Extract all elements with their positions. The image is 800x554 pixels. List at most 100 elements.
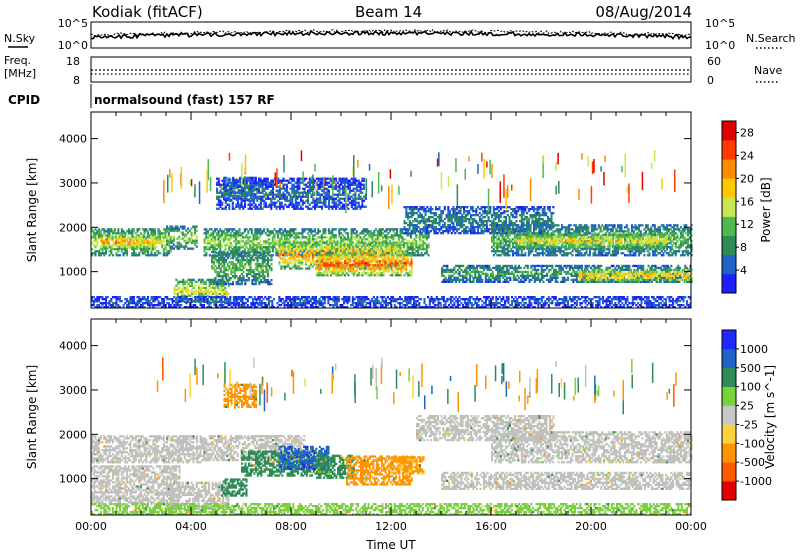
ytick-label: 3000 <box>59 384 87 397</box>
power-region-10 <box>403 206 555 235</box>
colorbar-swatch <box>722 405 736 425</box>
nsky-label: N.Sky <box>4 32 36 45</box>
power-region-1 <box>101 235 158 250</box>
xtick-label: 08:00 <box>275 520 307 533</box>
noise-tick-right-top: 10^5 <box>705 17 735 30</box>
colorbar-swatch <box>722 273 736 294</box>
colorbar-tick-label: 12 <box>740 218 754 231</box>
ytick-label: 4000 <box>59 340 87 353</box>
velocity-scatter <box>91 357 693 516</box>
xtick-label: 16:00 <box>475 520 507 533</box>
nave-tick-top: 60 <box>707 55 721 68</box>
colorbar-tick-label: 100 <box>740 381 761 394</box>
velocity-region-8 <box>391 456 425 475</box>
colorbar-swatch <box>722 254 736 275</box>
xtick-label: 20:00 <box>575 520 607 533</box>
colorbar-swatch <box>722 178 736 198</box>
colorbar-tick-label: 4 <box>740 264 747 277</box>
colorbar-swatch <box>722 216 736 237</box>
colorbar-swatch <box>722 424 736 444</box>
power-colorbar-label: Power [dB] <box>759 177 773 242</box>
noise-tick-right-bottom: 10^0 <box>705 39 735 52</box>
power-colorbar: 4 8 12 16 20 24 28 <box>721 120 754 294</box>
time-axis-label: Time UT <box>365 538 416 552</box>
colorbar-swatch <box>722 481 736 501</box>
power-region-12 <box>516 233 667 250</box>
velocity-region-10 <box>223 383 258 408</box>
power-scatter <box>91 150 693 309</box>
colorbar-tick-label: 16 <box>740 195 754 208</box>
colorbar-swatch <box>722 159 736 179</box>
ytick-label: 4000 <box>59 133 87 146</box>
colorbar-swatch <box>722 121 736 141</box>
velocity-colorbar: 1000 500 100 25 -25 -100 -500 -1000 <box>721 329 772 501</box>
power-region-3 <box>173 278 230 303</box>
power-ylabel: Slant Range [km] <box>25 158 39 262</box>
power-region-14 <box>578 268 693 283</box>
velocity-noise-streaks <box>156 357 677 415</box>
freq-tick-top: 18 <box>66 55 80 68</box>
noise-tick-left-bottom: 10^0 <box>58 39 88 52</box>
colorbar-swatch <box>722 197 736 217</box>
nsearch-trace <box>90 28 692 37</box>
nave-label: Nave <box>754 64 782 77</box>
nave-tick-bottom: 0 <box>707 74 714 87</box>
ytick-label: 2000 <box>59 221 87 234</box>
noise-panel: 10^5 10^0 10^5 10^0 N.Sky N.Search <box>4 17 796 52</box>
velocity-panel: 1000 2000 3000 4000 00:00 04:00 08:00 12:00 16:0… <box>25 318 777 533</box>
ytick-label: 1000 <box>59 266 87 279</box>
xtick-label: 00:00 <box>75 520 107 533</box>
power-panel-frame <box>90 111 692 309</box>
power-noise-streaks <box>163 150 676 214</box>
colorbar-tick-label: 1000 <box>740 343 768 356</box>
colorbar-swatch <box>722 386 736 406</box>
velocity-panel-frame <box>90 318 692 516</box>
power-axes: 1000 2000 3000 4000 <box>59 112 692 308</box>
freq-nave-panel: Freq. [MHz] 18 8 60 0 Nave <box>4 54 782 87</box>
colorbar-swatch <box>722 330 736 350</box>
colorbar-swatch <box>722 235 736 256</box>
power-region-6 <box>203 228 430 257</box>
beam-title: Beam 14 <box>355 3 422 21</box>
noise-panel-frame <box>90 21 692 49</box>
power-region-15 <box>91 296 692 309</box>
colorbar-tick-label: 24 <box>740 149 754 162</box>
nsearch-label: N.Search <box>746 32 796 45</box>
velocity-region-12 <box>491 431 693 464</box>
velocity-region-0 <box>91 435 206 464</box>
velocity-region-6 <box>316 454 355 479</box>
velocity-region-13 <box>441 471 692 490</box>
noise-tick-left-top: 10^5 <box>58 17 88 30</box>
freq-tick-bottom: 8 <box>73 74 80 87</box>
colorbar-tick-label: 25 <box>740 400 754 413</box>
station-title: Kodiak (fitACF) <box>92 3 203 21</box>
noise-traces <box>90 28 692 41</box>
power-region-9 <box>216 177 367 210</box>
cpid-row: CPID normalsound (fast) 157 RF <box>8 84 275 108</box>
velocity-region-9 <box>221 478 248 497</box>
cpid-label: CPID <box>8 93 40 107</box>
velocity-ylabel: Slant Range [km] <box>25 365 39 469</box>
date-title: 08/Aug/2014 <box>595 3 692 21</box>
freq-unit: [MHz] <box>4 67 36 80</box>
power-region-8 <box>316 252 413 277</box>
colorbar-swatch <box>722 462 736 482</box>
velocity-axes: 1000 2000 3000 4000 00:00 04:00 08:00 12:00 16:0… <box>59 319 707 533</box>
ytick-label: 2000 <box>59 428 87 441</box>
colorbar-tick-label: 500 <box>740 362 761 375</box>
colorbar-tick-label: -100 <box>740 437 765 450</box>
colorbar-tick-label: 28 <box>740 126 754 139</box>
colorbar-tick-label: -1000 <box>740 475 772 488</box>
velocity-region-3 <box>203 435 306 462</box>
colorbar-tick-label: 20 <box>740 172 754 185</box>
ytick-label: 3000 <box>59 177 87 190</box>
power-panel: 1000 2000 3000 4000 Slant Range [km] 4 8 12 16… <box>25 111 773 309</box>
cpid-value: normalsound (fast) 157 RF <box>94 93 275 107</box>
xtick-label: 00:00 <box>675 520 707 533</box>
xtick-label: 04:00 <box>175 520 207 533</box>
nsky-trace <box>90 29 692 41</box>
freq-nave-traces <box>91 69 691 75</box>
ytick-label: 1000 <box>59 473 87 486</box>
colorbar-tick-label: -25 <box>740 418 758 431</box>
